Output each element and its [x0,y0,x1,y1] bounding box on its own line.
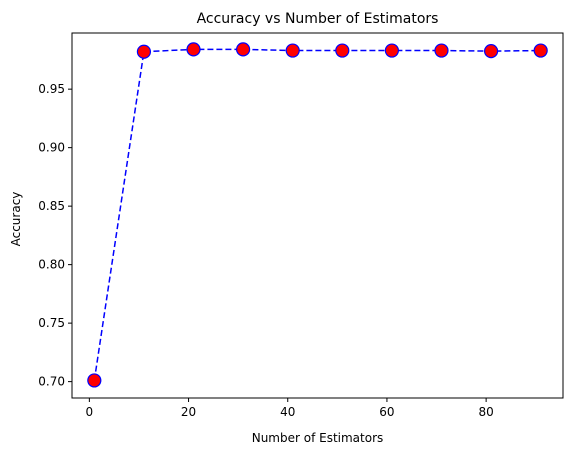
data-point [285,43,300,58]
x-tick-label: 80 [478,405,493,419]
y-tick-label: 0.85 [38,199,65,213]
y-tick-label: 0.80 [38,258,65,272]
data-point [384,43,399,58]
data-point [136,44,152,59]
data-point [335,43,350,58]
y-tick-label: 0.70 [38,375,65,389]
y-axis-label: Accuracy [9,192,23,247]
data-point [87,373,102,388]
data-point [186,42,201,57]
series-line [93,48,541,381]
y-tick-label: 0.75 [38,316,65,330]
x-tick-label: 20 [181,405,196,419]
data-point [236,42,251,57]
x-tick-label: 0 [86,405,94,419]
chart-title: Accuracy vs Number of Estimators [197,11,439,27]
x-axis-label: Number of Estimators [252,431,384,445]
x-tick-label: 60 [379,405,394,419]
y-tick-label: 0.90 [38,141,65,155]
x-tick-label: 40 [280,405,295,419]
data-point [434,43,449,58]
plot-area: 0 20 40 60 80 0.70 0.75 0.80 0.85 0.90 0.95 [38,32,564,419]
axes-frame [71,32,564,399]
data-point [483,44,499,59]
data-point [533,43,548,58]
y-tick-label: 0.95 [38,82,65,96]
